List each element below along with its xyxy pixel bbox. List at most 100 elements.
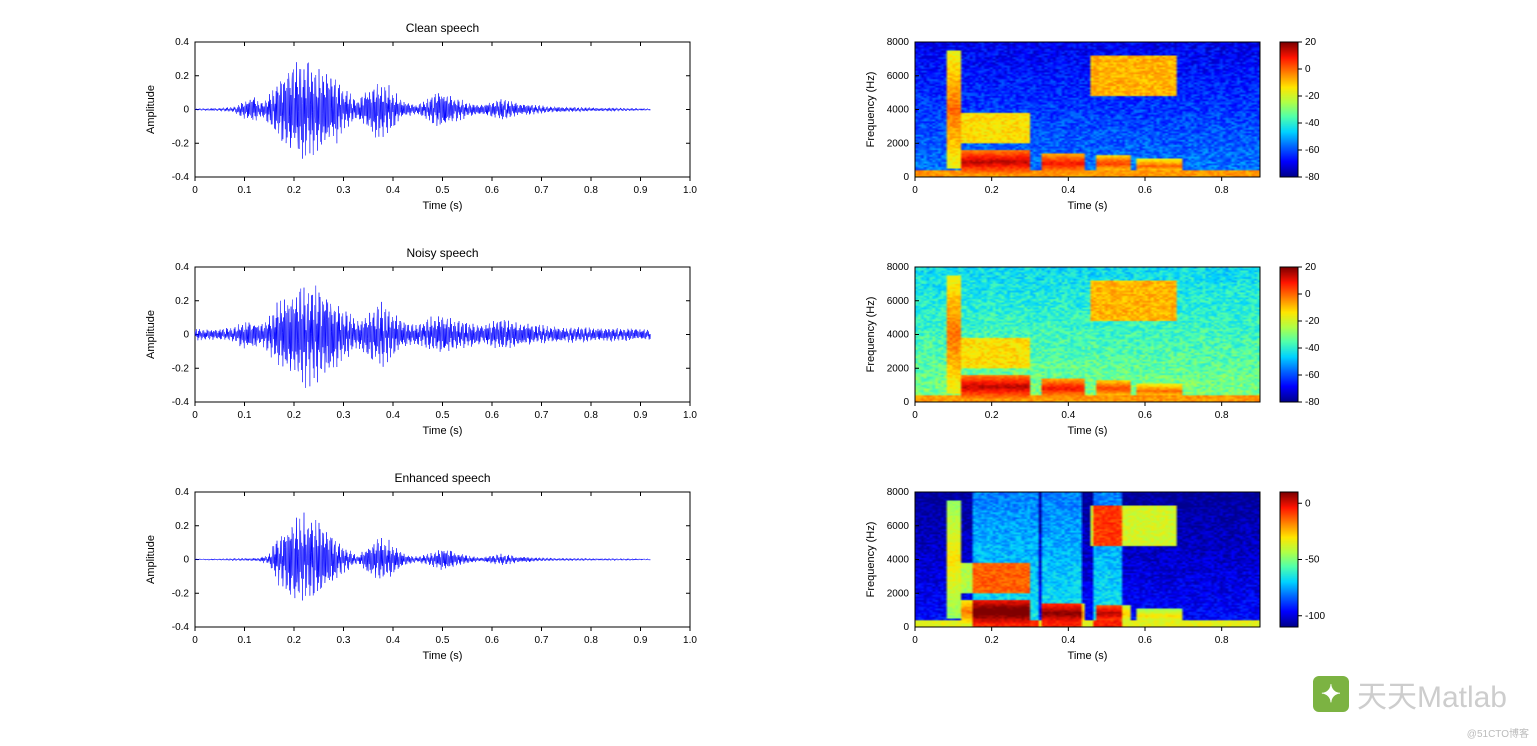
subplot-row-2: Enhanced speech00.10.20.30.40.50.60.70.8… [140, 470, 1400, 695]
cbtick: 0 [1305, 64, 1311, 75]
waveform-plot-2: Enhanced speech00.10.20.30.40.50.60.70.8… [140, 470, 700, 665]
xtick: 0.6 [485, 410, 499, 421]
xtick: 0.4 [1061, 635, 1075, 646]
cbtick: -20 [1305, 91, 1320, 102]
xtick: 0 [912, 635, 918, 646]
xtick: 0 [192, 185, 198, 196]
ytick: 0.2 [175, 521, 189, 532]
xlabel: Time (s) [423, 200, 463, 212]
wechat-icon: ✦ [1313, 676, 1349, 712]
ylabel: Amplitude [145, 85, 157, 134]
xtick: 0.3 [337, 410, 351, 421]
xtick: 0.3 [337, 185, 351, 196]
ytick: -0.2 [172, 588, 190, 599]
cbtick: -80 [1305, 397, 1320, 408]
ytick: 6000 [887, 71, 910, 82]
xtick: 0.8 [584, 410, 598, 421]
spectrogram-plot-2: 00.20.40.60.802000400060008000Time (s)Fr… [860, 470, 1330, 665]
xtick: 0.2 [287, 635, 301, 646]
colorbar [1280, 267, 1298, 402]
ytick: 0.2 [175, 296, 189, 307]
watermark-text: 天天Matlab [1357, 672, 1507, 716]
xtick: 0.6 [485, 185, 499, 196]
attribution-text: @51CTO博客 [1467, 725, 1529, 740]
xtick: 0.4 [386, 410, 400, 421]
ytick: 2000 [887, 138, 910, 149]
watermark: ✦ 天天Matlab [1313, 672, 1507, 716]
spectrogram-plot-1: 00.20.40.60.802000400060008000Time (s)Fr… [860, 245, 1330, 440]
ytick: 0.2 [175, 71, 189, 82]
waveform-plot-0: Clean speech00.10.20.30.40.50.60.70.80.9… [140, 20, 700, 215]
xtick: 0.2 [985, 185, 999, 196]
xtick: 0.4 [1061, 410, 1075, 421]
xtick: 0.6 [1138, 410, 1152, 421]
xtick: 0.9 [634, 410, 648, 421]
spectrogram-plot-0: 00.20.40.60.802000400060008000Time (s)Fr… [860, 20, 1330, 215]
xtick: 0.2 [985, 410, 999, 421]
xtick: 1.0 [683, 185, 697, 196]
ytick: -0.2 [172, 363, 190, 374]
xtick: 0.6 [1138, 635, 1152, 646]
plot-title: Enhanced speech [394, 471, 490, 485]
xtick: 0.8 [1215, 185, 1229, 196]
xtick: 0 [192, 635, 198, 646]
cbtick: -100 [1305, 611, 1325, 622]
xtick: 0.1 [238, 185, 252, 196]
spectrogram-image [915, 42, 1260, 177]
xtick: 0.8 [584, 185, 598, 196]
ytick: 6000 [887, 521, 910, 532]
ytick: -0.4 [172, 622, 190, 633]
subplot-row-1: Noisy speech00.10.20.30.40.50.60.70.80.9… [140, 245, 1400, 470]
xtick: 0.8 [584, 635, 598, 646]
xtick: 0.5 [436, 410, 450, 421]
plot-title: Noisy speech [406, 246, 478, 260]
ylabel: Frequency (Hz) [865, 72, 877, 148]
xtick: 0.7 [535, 185, 549, 196]
cbtick: -50 [1305, 555, 1320, 566]
ytick: 4000 [887, 105, 910, 116]
ytick: 0 [903, 172, 909, 183]
cbtick: 20 [1305, 37, 1317, 48]
figure-grid: Clean speech 0 0.1 0.2 0.3 0.4 0.5 0.6 0.7 0.8 0.9… [140, 20, 1400, 720]
xtick: 0.5 [436, 635, 450, 646]
ytick: 0 [183, 105, 189, 116]
xtick: 0.2 [287, 185, 301, 196]
ytick: 6000 [887, 296, 910, 307]
ytick: -0.2 [172, 138, 190, 149]
ylabel: Amplitude [145, 535, 157, 584]
ylabel: Frequency (Hz) [865, 297, 877, 373]
ylabel: Amplitude [145, 310, 157, 359]
ytick: 0 [903, 622, 909, 633]
ytick: 4000 [887, 555, 910, 566]
xtick: 0 [192, 410, 198, 421]
ytick: 2000 [887, 588, 910, 599]
cbtick: -40 [1305, 343, 1320, 354]
xtick: 0 [912, 410, 918, 421]
xtick: 0.4 [386, 635, 400, 646]
xtick: 0.8 [1215, 635, 1229, 646]
plot-title: Clean speech [406, 21, 479, 35]
waveform-plot-1: Noisy speech00.10.20.30.40.50.60.70.80.9… [140, 245, 700, 440]
ytick: 0.4 [175, 37, 189, 48]
xlabel: Time (s) [423, 425, 463, 437]
xtick: 0.1 [238, 410, 252, 421]
spectrogram-image [915, 492, 1260, 627]
xtick: 0 [912, 185, 918, 196]
xtick: 0.8 [1215, 410, 1229, 421]
ytick: 0.4 [175, 487, 189, 498]
ytick: 0 [183, 330, 189, 341]
cbtick: 20 [1305, 262, 1317, 273]
cbtick: -40 [1305, 118, 1320, 129]
xtick: 1.0 [683, 635, 697, 646]
colorbar [1280, 42, 1298, 177]
ytick: 4000 [887, 330, 910, 341]
ytick: -0.4 [172, 172, 190, 183]
xlabel: Time (s) [1068, 650, 1108, 662]
cbtick: 0 [1305, 289, 1311, 300]
cbtick: -60 [1305, 370, 1320, 381]
xtick: 0.7 [535, 635, 549, 646]
subplot-row-0: Clean speech00.10.20.30.40.50.60.70.80.9… [140, 20, 1400, 245]
ytick: 0.4 [175, 262, 189, 273]
xtick: 0.9 [634, 635, 648, 646]
ytick: 8000 [887, 262, 910, 273]
